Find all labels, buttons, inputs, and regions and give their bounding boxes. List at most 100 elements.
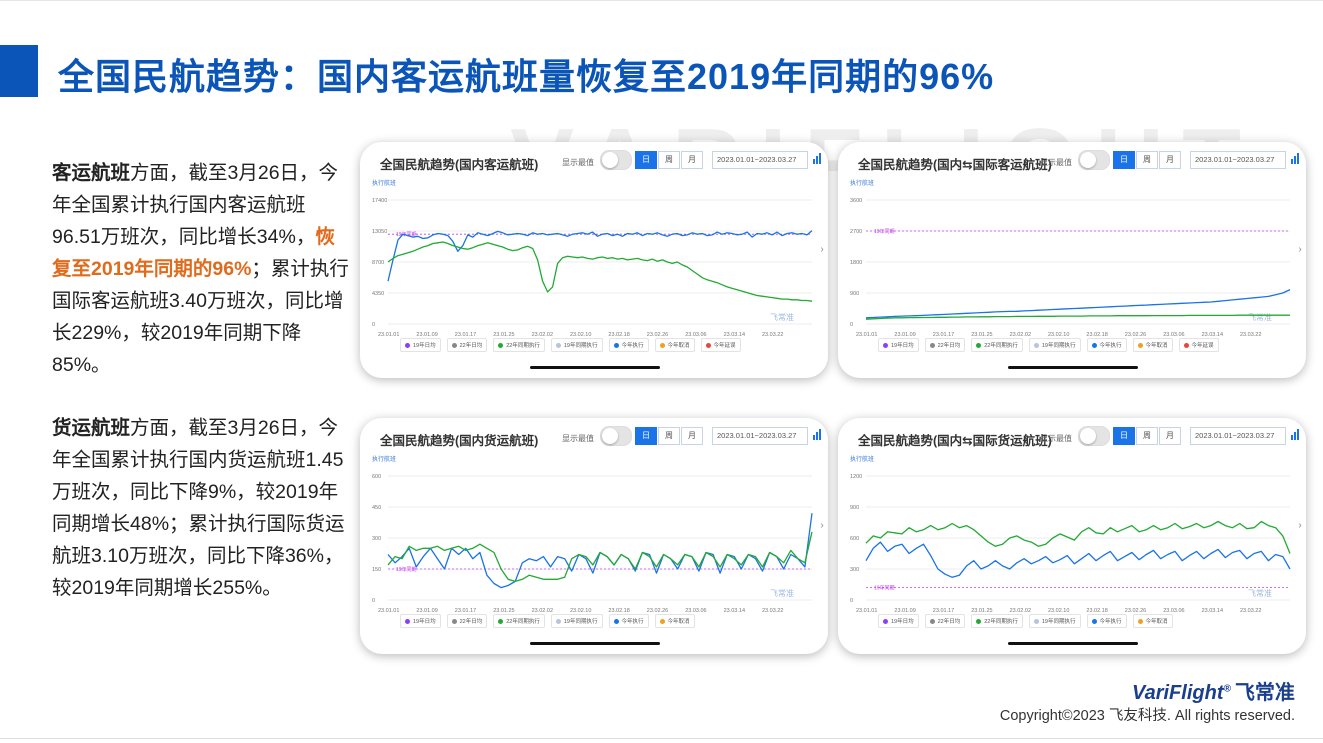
line-chart: 17400 13050 8700 4350 023.01.01 23.01.09 23.01… [372, 198, 813, 338]
bar-chart-icon[interactable] [1291, 429, 1299, 440]
x-tick-label: 23.01.25 [493, 608, 514, 614]
legend-item[interactable]: 今年取消 [1132, 338, 1173, 352]
period-option[interactable]: 周 [658, 427, 680, 445]
bar-chart-icon-bar [816, 432, 818, 440]
legend-item[interactable]: 今年延误 [700, 338, 741, 352]
legend-swatch [613, 342, 619, 348]
y-tick-label: 0 [850, 598, 853, 604]
legend-label: 今年取消 [667, 343, 690, 349]
legend-item[interactable]: 今年执行 [1086, 338, 1127, 352]
legend-swatch [1033, 342, 1039, 348]
legend-item[interactable]: 22年同期执行 [971, 338, 1023, 352]
period-option[interactable]: 日 [1113, 151, 1135, 169]
period-option[interactable]: 月 [1159, 151, 1181, 169]
legend-item[interactable]: 今年取消 [654, 614, 695, 628]
x-tick-label: 23.03.22 [1240, 608, 1261, 614]
y-tick-label: 1200 [850, 474, 862, 480]
legend-swatch [659, 342, 665, 348]
legend-item[interactable]: 19年同期执行 [550, 614, 603, 628]
registered-mark: ® [1223, 683, 1231, 695]
legend-item[interactable]: 22年日均 [924, 614, 966, 628]
period-option[interactable]: 日 [635, 151, 657, 169]
legend-label: 22年日均 [937, 343, 961, 349]
legend-swatch [405, 342, 410, 348]
show-extremes-toggle[interactable] [1078, 426, 1110, 446]
legend-item[interactable]: 19年日均 [400, 614, 441, 628]
period-selector: 日周月 [635, 151, 704, 169]
x-tick-label: 23.02.02 [532, 332, 553, 338]
legend-item[interactable]: 22年日均 [924, 338, 966, 352]
date-range-select[interactable]: 2023.01.01~2023.03.27 [1190, 427, 1286, 445]
legend-label: 19年日均 [413, 619, 436, 625]
legend-swatch [976, 342, 982, 348]
next-arrow-icon[interactable]: › [820, 520, 824, 531]
legend-item[interactable]: 19年日均 [878, 338, 919, 352]
date-range-select[interactable]: 2023.01.01~2023.03.27 [712, 151, 808, 169]
y-tick-label: 17400 [372, 198, 387, 204]
show-extremes-toggle[interactable] [600, 426, 632, 446]
legend-item[interactable]: 22年同期执行 [493, 614, 545, 628]
period-option[interactable]: 周 [658, 151, 680, 169]
legend-item[interactable]: 19年日均 [878, 614, 919, 628]
legend-item[interactable]: 今年执行 [1086, 614, 1127, 628]
series-line-0 [387, 230, 813, 282]
x-tick-label: 23.03.22 [762, 332, 783, 338]
show-extremes-toggle[interactable] [1078, 150, 1110, 170]
date-range-select[interactable]: 2023.01.01~2023.03.27 [1190, 151, 1286, 169]
chart-legend: 19年日均 22年日均 22年同期执行 19年同期执行 今年执行 今年取消 今年延误 [400, 338, 741, 352]
show-extremes-label: 显示最值 [562, 158, 594, 167]
y-tick-label: 4350 [372, 291, 384, 297]
line-chart: 600 450 300 150 023.01.01 23.01.09 23.01.17 23.… [372, 474, 813, 614]
legend-item[interactable]: 今年取消 [654, 338, 695, 352]
legend-item[interactable]: 19年同期执行 [550, 338, 603, 352]
scroll-indicator[interactable] [530, 366, 660, 369]
period-option[interactable]: 月 [1159, 427, 1181, 445]
bar-chart-icon[interactable] [1291, 153, 1299, 164]
period-option[interactable]: 周 [1136, 427, 1158, 445]
period-option[interactable]: 周 [1136, 151, 1158, 169]
legend-item[interactable]: 22年日均 [446, 614, 488, 628]
legend-item[interactable]: 22年同期执行 [493, 338, 545, 352]
legend-item[interactable]: 19年同期执行 [1028, 338, 1081, 352]
chart-panel-domestic-passenger: 全国民航趋势(国内客运航班) 显示最值 日周月 2023.01.01~2023.03.… [360, 142, 828, 378]
date-range-select[interactable]: 2023.01.01~2023.03.27 [712, 427, 808, 445]
legend-item[interactable]: 今年取消 [1132, 614, 1173, 628]
period-option[interactable]: 月 [681, 151, 703, 169]
period-option[interactable]: 月 [681, 427, 703, 445]
legend-item[interactable]: 今年执行 [608, 338, 649, 352]
legend-item[interactable]: 今年执行 [608, 614, 649, 628]
bar-chart-icon[interactable] [813, 429, 821, 440]
y-tick-label: 300 [850, 567, 859, 573]
next-arrow-icon[interactable]: › [1298, 244, 1302, 255]
reference-line-label: 19年同期 [874, 585, 895, 592]
top-edge [0, 0, 1323, 1]
bar-chart-icon-bar [1294, 432, 1296, 440]
legend-item[interactable]: 19年日均 [400, 338, 441, 352]
series-line-0 [387, 513, 813, 589]
period-option[interactable]: 日 [1113, 427, 1135, 445]
legend-item[interactable]: 22年日均 [446, 338, 488, 352]
legend-item[interactable]: 19年同期执行 [1028, 614, 1081, 628]
period-option[interactable]: 日 [635, 427, 657, 445]
x-tick-label: 23.01.01 [378, 332, 399, 338]
x-tick-label: 23.02.10 [1048, 608, 1069, 614]
show-extremes-toggle[interactable] [600, 150, 632, 170]
bar-chart-icon-bar [813, 435, 815, 440]
period-selector: 日周月 [1113, 151, 1182, 169]
x-tick-label: 23.03.14 [724, 332, 745, 338]
legend-label: 今年取消 [1145, 343, 1168, 349]
bar-chart-icon[interactable] [813, 153, 821, 164]
x-tick-label: 23.02.18 [1086, 608, 1107, 614]
cargo-text-1: 方面，截至3月26日，今年全国累计执行国内货运航班1.45万班次，同比下降9%，… [52, 417, 345, 599]
legend-label: 22年日均 [459, 343, 483, 349]
scroll-indicator[interactable] [1008, 642, 1138, 645]
legend-item[interactable]: 22年同期执行 [971, 614, 1023, 628]
legend-item[interactable]: 今年延误 [1178, 338, 1219, 352]
next-arrow-icon[interactable]: › [820, 244, 824, 255]
scroll-indicator[interactable] [530, 642, 660, 645]
next-arrow-icon[interactable]: › [1298, 520, 1302, 531]
scroll-indicator[interactable] [1008, 366, 1138, 369]
x-tick-label: 23.01.25 [971, 608, 992, 614]
legend-label: 今年取消 [1145, 619, 1168, 625]
chart-panel-international-cargo: 全国民航趋势(国内⇆国际货运航班) 显示最值 日周月 2023.01.01~2023.… [838, 418, 1306, 654]
